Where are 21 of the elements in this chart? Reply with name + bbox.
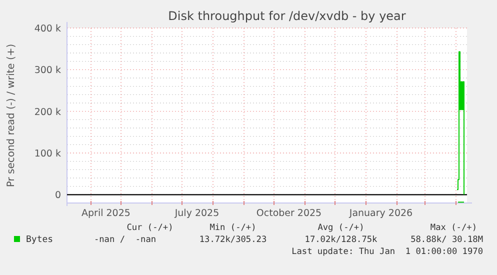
text: Last update: Thu Jan 1 01:00:00 1970 (292, 247, 483, 257)
x-tick-label: January 2026 (348, 208, 413, 219)
y-tick-label: 300 k (34, 65, 62, 76)
legend-label: Bytes (26, 235, 54, 245)
x-tick-label: April 2025 (82, 208, 130, 219)
text: Min (-/+) (210, 223, 256, 233)
text: Cur (-/+) (126, 223, 174, 233)
y-axis-title: Pr second read (-) / write (+) (6, 44, 17, 188)
text: 13.72k/305.23 (199, 235, 267, 245)
y-tick-label: 200 k (34, 106, 62, 118)
text: Max (-/+) (430, 223, 477, 233)
x-tick-label: October 2025 (256, 208, 322, 219)
y-tick-label: 100 k (34, 148, 62, 160)
text: 17.02k/128.75k (304, 235, 378, 245)
text: Avg (-/+) (318, 223, 364, 233)
chart-title: Disk throughput for /dev/xvdb - by year (168, 9, 406, 23)
text: 58.88k/ 30.18M (410, 235, 483, 245)
y-tick-label: 400 k (34, 24, 62, 34)
text: -nan / -nan (94, 235, 156, 245)
y-tick-label: 0 (54, 190, 61, 202)
x-tick-label: July 2025 (174, 208, 220, 219)
